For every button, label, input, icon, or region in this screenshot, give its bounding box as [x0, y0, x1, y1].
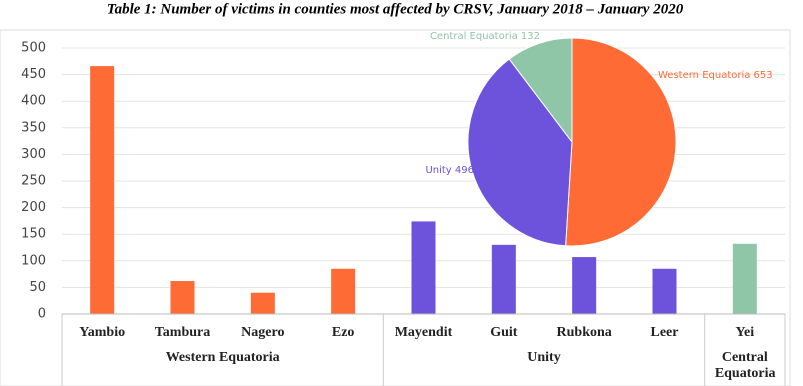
- y-tick-label: 0: [38, 307, 46, 322]
- x-tick-label: Rubkona: [557, 325, 612, 340]
- y-tick-label: 450: [21, 67, 46, 82]
- y-tick-label: 150: [21, 227, 46, 242]
- y-tick-label: 200: [21, 200, 46, 215]
- bar: [411, 221, 436, 314]
- bar: [170, 281, 195, 314]
- x-tick-label: Mayendit: [395, 325, 453, 340]
- pie-slice: [467, 58, 573, 247]
- bar: [90, 66, 115, 314]
- y-tick-label: 500: [21, 41, 46, 56]
- group-label-box: Unity: [527, 350, 561, 365]
- pie-label: Central Equatoria 132: [430, 31, 540, 42]
- group-label-box: Central Equatoria: [714, 350, 776, 381]
- bar: [732, 243, 757, 314]
- group-label: Central Equatoria: [714, 350, 776, 381]
- y-tick-label: 400: [21, 94, 46, 109]
- group-label: Western Equatoria: [165, 350, 280, 365]
- bar: [250, 292, 275, 314]
- pie-label: Unity 496: [425, 165, 474, 176]
- group-label: Unity: [527, 350, 561, 365]
- y-tick-label: 100: [21, 253, 46, 268]
- bar: [491, 244, 516, 314]
- x-tick-label: Guit: [490, 325, 518, 340]
- y-tick-label: 50: [29, 280, 46, 295]
- chart-title: Table 1: Number of victims in counties m…: [107, 1, 684, 17]
- y-tick-label: 350: [21, 120, 46, 135]
- x-tick-label: Leer: [651, 325, 679, 340]
- x-tick-label: Ezo: [332, 325, 355, 340]
- group-label-box: Western Equatoria: [165, 350, 280, 365]
- bar: [572, 257, 597, 314]
- x-tick-label: Yei: [735, 325, 754, 340]
- x-tick-label: Nagero: [241, 325, 284, 340]
- y-tick-label: 250: [21, 174, 46, 189]
- pie-slice: [508, 37, 573, 144]
- pie-label: Western Equatoria 653: [658, 70, 773, 81]
- bar: [652, 268, 677, 314]
- y-tick-label: 300: [21, 147, 46, 162]
- bar: [331, 268, 356, 314]
- x-tick-label: Tambura: [155, 325, 211, 340]
- pie-slice: [565, 37, 677, 247]
- x-tick-label: Yambio: [79, 325, 125, 340]
